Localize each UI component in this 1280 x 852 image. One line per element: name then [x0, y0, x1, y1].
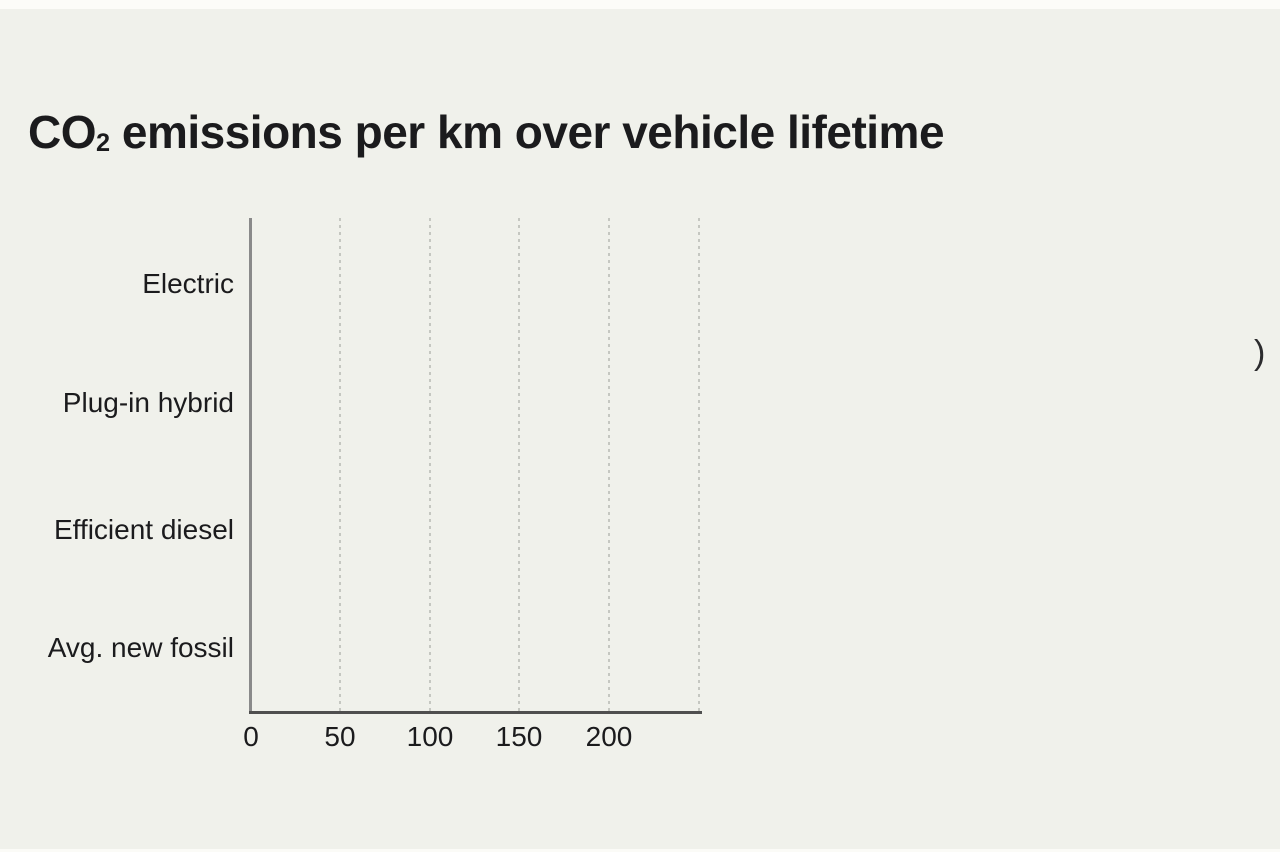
gridline-right-edge	[698, 218, 700, 711]
top-strip	[0, 0, 1280, 9]
bottom-strip	[0, 849, 1280, 852]
gridline-50	[339, 218, 341, 711]
chart-title: CO2 emissions per km over vehicle lifeti…	[28, 105, 945, 159]
category-label-avg-new-fossil: Avg. new fossil	[47, 632, 234, 663]
category-label-efficient-diesel: Efficient diesel	[53, 514, 234, 545]
x-tick-50: 50	[324, 721, 356, 752]
y-axis-line	[249, 218, 252, 713]
gridline-100	[429, 218, 431, 711]
x-tick-150: 150	[495, 721, 543, 752]
clipped-text-fragment: )	[1254, 334, 1266, 372]
gridline-150	[518, 218, 520, 711]
category-label-plug-in-hybrid: Plug-in hybrid	[62, 387, 234, 418]
x-axis-line	[249, 711, 702, 714]
category-label-electric: Electric	[142, 268, 234, 299]
x-tick-100: 100	[406, 721, 454, 752]
x-tick-200: 200	[585, 721, 633, 752]
chart-title-subscript: 2	[96, 128, 110, 157]
chart-title-main: CO	[28, 105, 97, 158]
gridline-200	[608, 218, 610, 711]
x-tick-0: 0	[243, 721, 259, 752]
chart-title-rest: emissions per km over vehicle lifetime	[109, 105, 945, 158]
